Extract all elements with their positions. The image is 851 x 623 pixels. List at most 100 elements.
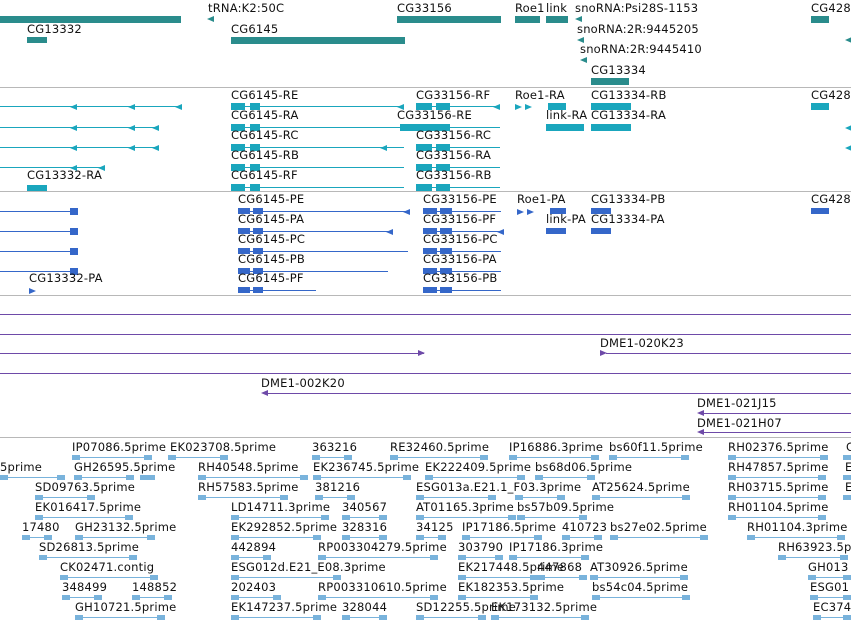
feature-glyph[interactable] <box>27 185 47 191</box>
cds-glyph[interactable] <box>238 287 250 293</box>
est-line[interactable] <box>458 597 538 598</box>
est-line[interactable] <box>728 477 826 478</box>
est-line[interactable] <box>590 577 688 578</box>
strand-arrow[interactable] <box>580 57 587 63</box>
cds-glyph[interactable] <box>253 268 263 274</box>
est-glyph[interactable] <box>728 455 736 460</box>
est-line[interactable] <box>132 597 172 598</box>
est-glyph[interactable] <box>140 475 148 480</box>
est-line[interactable] <box>35 497 95 498</box>
est-glyph[interactable] <box>517 475 525 480</box>
est-line[interactable] <box>231 597 281 598</box>
est-glyph[interactable] <box>534 535 542 540</box>
est-glyph[interactable] <box>198 495 206 500</box>
exon-glyph[interactable] <box>250 164 260 171</box>
gene-glyph[interactable] <box>27 37 47 43</box>
est-glyph[interactable] <box>591 455 599 460</box>
cds-glyph[interactable] <box>238 248 250 254</box>
est-line[interactable] <box>231 517 329 518</box>
est-glyph[interactable] <box>843 595 851 600</box>
est-glyph[interactable] <box>87 495 95 500</box>
cds-glyph[interactable] <box>423 228 437 234</box>
est-glyph[interactable] <box>125 515 133 520</box>
est-line[interactable] <box>535 477 595 478</box>
est-line[interactable] <box>342 517 387 518</box>
est-line[interactable] <box>813 617 851 618</box>
strand-arrow[interactable] <box>517 209 524 215</box>
contig-arrow[interactable] <box>697 429 704 435</box>
feature-glyph[interactable] <box>550 208 566 214</box>
contig-line[interactable] <box>0 373 851 374</box>
exon-glyph[interactable] <box>591 124 631 131</box>
exon-glyph[interactable] <box>436 103 450 110</box>
est-glyph[interactable] <box>342 515 350 520</box>
cds-glyph[interactable] <box>440 287 452 293</box>
est-glyph[interactable] <box>94 595 102 600</box>
est-glyph[interactable] <box>379 615 387 620</box>
est-line[interactable] <box>747 537 845 538</box>
est-glyph[interactable] <box>347 495 355 500</box>
est-glyph[interactable] <box>843 495 851 500</box>
transcript-line[interactable] <box>416 167 500 168</box>
feature-line[interactable] <box>0 271 78 272</box>
cds-glyph[interactable] <box>423 268 437 274</box>
feature-glyph[interactable] <box>591 208 611 214</box>
strand-arrow[interactable] <box>493 104 500 110</box>
est-glyph[interactable] <box>300 475 308 480</box>
est-glyph[interactable] <box>318 595 326 600</box>
strand-arrow[interactable] <box>29 288 36 294</box>
est-glyph[interactable] <box>416 495 424 500</box>
protein-line[interactable] <box>238 211 408 212</box>
strand-arrow[interactable] <box>128 145 135 151</box>
feature-line[interactable] <box>0 211 78 212</box>
est-glyph[interactable] <box>594 535 602 540</box>
strand-arrow[interactable] <box>515 104 522 110</box>
transcript-line[interactable] <box>416 187 500 188</box>
gene-glyph[interactable] <box>515 16 540 23</box>
est-glyph[interactable] <box>728 515 736 520</box>
strand-arrow[interactable] <box>70 145 77 151</box>
est-glyph[interactable] <box>273 595 281 600</box>
contig-arrow[interactable] <box>697 410 704 416</box>
exon-glyph[interactable] <box>436 184 450 191</box>
est-glyph[interactable] <box>198 475 206 480</box>
est-glyph[interactable] <box>72 455 80 460</box>
feature-line[interactable] <box>0 231 78 232</box>
est-glyph[interactable] <box>280 495 288 500</box>
transcript-line[interactable] <box>236 187 404 188</box>
strand-arrow[interactable] <box>575 16 582 22</box>
est-glyph[interactable] <box>342 615 350 620</box>
est-line[interactable] <box>592 597 690 598</box>
feature-glyph[interactable] <box>70 208 78 215</box>
est-glyph[interactable] <box>530 595 538 600</box>
est-line[interactable] <box>416 497 496 498</box>
est-glyph[interactable] <box>557 495 565 500</box>
est-line[interactable] <box>318 597 438 598</box>
gene-glyph[interactable] <box>811 16 829 23</box>
est-glyph[interactable] <box>491 615 499 620</box>
est-line[interactable] <box>342 537 387 538</box>
est-glyph[interactable] <box>231 535 239 540</box>
est-line[interactable] <box>168 457 228 458</box>
est-glyph[interactable] <box>416 535 424 540</box>
est-glyph[interactable] <box>39 555 47 560</box>
est-glyph[interactable] <box>263 555 271 560</box>
est-line[interactable] <box>318 557 438 558</box>
gene-glyph[interactable] <box>397 16 501 23</box>
est-line[interactable] <box>425 477 525 478</box>
est-glyph[interactable] <box>581 615 589 620</box>
cds-glyph[interactable] <box>253 248 263 254</box>
est-glyph[interactable] <box>495 555 503 560</box>
est-glyph[interactable] <box>231 615 239 620</box>
strand-arrow[interactable] <box>152 145 159 151</box>
exon-glyph[interactable] <box>548 103 566 110</box>
est-line[interactable] <box>313 477 411 478</box>
exon-glyph[interactable] <box>250 144 260 151</box>
protein-line[interactable] <box>423 251 501 252</box>
est-glyph[interactable] <box>843 475 851 480</box>
est-glyph[interactable] <box>231 515 239 520</box>
est-line[interactable] <box>60 577 158 578</box>
est-line[interactable] <box>72 457 152 458</box>
est-glyph[interactable] <box>62 595 70 600</box>
est-glyph[interactable] <box>318 555 326 560</box>
